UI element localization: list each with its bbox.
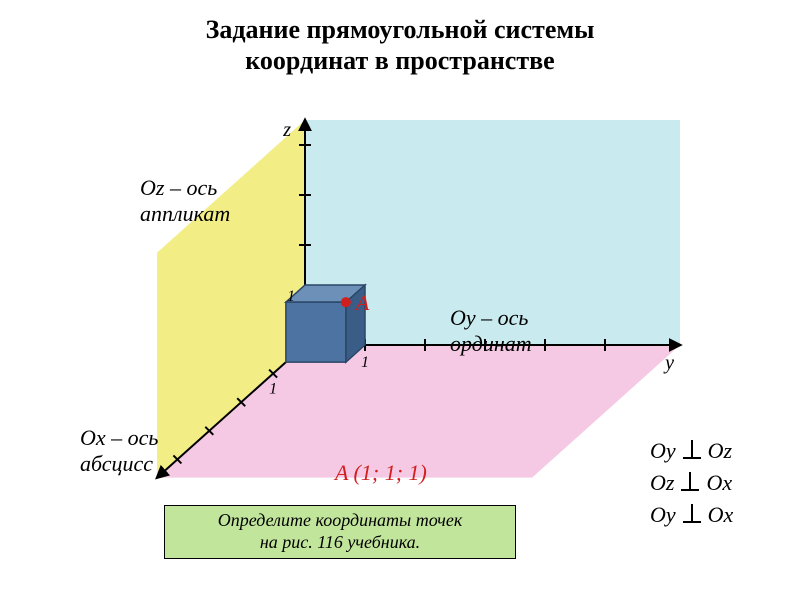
svg-text:А: А (354, 290, 370, 315)
a-coords-label: A (1; 1; 1) (335, 460, 427, 486)
perpendicular-icon (680, 472, 700, 494)
svg-text:1: 1 (269, 381, 277, 398)
oy-axis-label: Oy – ось ординат (450, 305, 532, 357)
perpendicular-icon (682, 504, 702, 526)
page-root: Задание прямоугольной системы координат … (0, 0, 800, 600)
svg-text:y: y (663, 352, 674, 374)
perp-left-1: Oy (650, 435, 676, 467)
perp-row-3: Oy Ox (650, 499, 780, 531)
svg-text:1: 1 (287, 288, 295, 305)
ox-axis-label: Ox – ось абсцисс (80, 425, 158, 477)
perp-right-3: Ox (708, 499, 734, 531)
perp-right-1: Oz (708, 435, 732, 467)
perp-row-1: Oy Oz (650, 435, 780, 467)
svg-text:z: z (282, 119, 291, 141)
perp-left-3: Oy (650, 499, 676, 531)
coordinate-diagram: z y А 1 1 1 (80, 100, 720, 520)
perp-left-2: Oz (650, 467, 674, 499)
oz-axis-label: Oz – ось аппликат (140, 175, 230, 227)
page-title: Задание прямоугольной системы координат … (0, 14, 800, 76)
diagram-container: z y А 1 1 1 (80, 100, 720, 520)
perpendicular-icon (682, 440, 702, 462)
perp-right-2: Ox (706, 467, 732, 499)
perpendicular-list: Oy Oz Oz Ox Oy Ox (650, 435, 780, 531)
instruction-box: Определите координаты точек на рис. 116 … (164, 505, 516, 559)
svg-text:1: 1 (361, 354, 369, 371)
perp-row-2: Oz Ox (650, 467, 780, 499)
